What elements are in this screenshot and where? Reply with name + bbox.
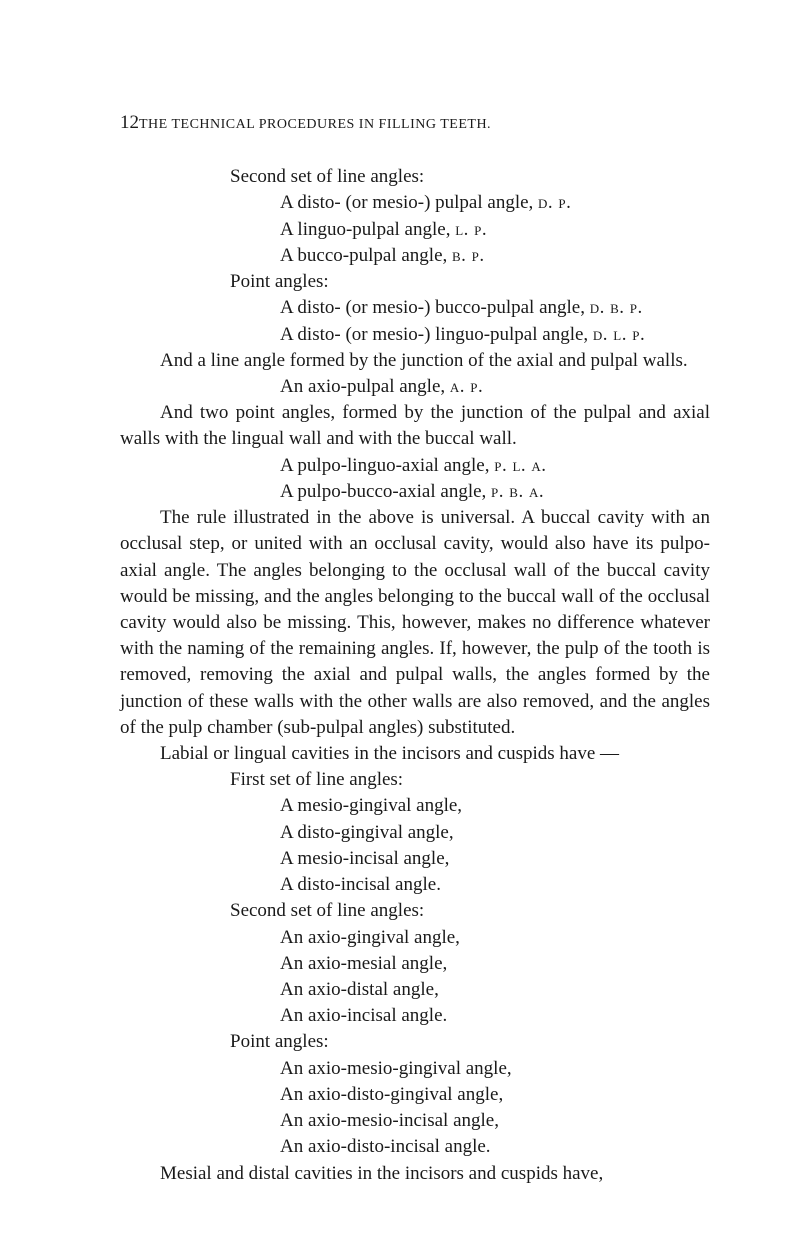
line: An axio-mesio-gingival angle, [280,1056,710,1082]
line: Second set of line angles: [230,164,710,190]
line: An axio-gingival angle, [280,925,710,951]
abbrev: b. p. [452,245,485,266]
line: A pulpo-bucco-axial angle, p. b. a. [280,479,710,505]
running-title: THE TECHNICAL PROCEDURES IN FILLING TEET… [139,115,491,134]
line: A mesio-incisal angle, [280,846,710,872]
page: 12 THE TECHNICAL PROCEDURES IN FILLING T… [0,0,800,1247]
paragraph: Mesial and distal cavities in the inciso… [120,1161,710,1187]
line: An axio-mesial angle, [280,951,710,977]
text: A linguo-pulpal angle, [280,219,455,240]
line: A mesio-gingival angle, [280,793,710,819]
line: First set of line angles: [230,767,710,793]
abbrev: d. b. p. [590,297,643,318]
abbrev: l. p. [455,219,487,240]
line: A pulpo-linguo-axial angle, p. l. a. [280,453,710,479]
text: A pulpo-bucco-axial angle, [280,481,491,502]
paragraph: And two point angles, formed by the junc… [120,400,710,452]
text: A disto- (or mesio-) linguo-pulpal angle… [280,324,593,345]
paragraph: And a line angle formed by the junction … [120,348,710,374]
line: An axio-pulpal angle, a. p. [280,374,710,400]
paragraph: The rule illustrated in the above is uni… [120,505,710,741]
abbrev: p. b. a. [491,481,544,502]
line: A disto- (or mesio-) pulpal angle, d. p. [280,190,710,216]
line: A bucco-pulpal angle, b. p. [280,243,710,269]
page-header: 12 THE TECHNICAL PROCEDURES IN FILLING T… [120,110,710,136]
line: An axio-distal angle, [280,977,710,1003]
text: A pulpo-linguo-axial angle, [280,455,494,476]
page-number: 12 [120,110,139,136]
abbrev: p. l. a. [494,455,546,476]
paragraph: Labial or lingual cavities in the inciso… [120,741,710,767]
line: An axio-mesio-incisal angle, [280,1108,710,1134]
line: An axio-disto-gingival angle, [280,1082,710,1108]
abbrev: d. l. p. [593,324,645,345]
line: A disto- (or mesio-) linguo-pulpal angle… [280,322,710,348]
line: A disto-gingival angle, [280,820,710,846]
line: Point angles: [230,269,710,295]
line: Second set of line angles: [230,898,710,924]
abbrev: d. p. [538,192,571,213]
text: A bucco-pulpal angle, [280,245,452,266]
line: Point angles: [230,1029,710,1055]
text: An axio-pulpal angle, [280,376,450,397]
line: A disto-incisal angle. [280,872,710,898]
text: A disto- (or mesio-) pulpal angle, [280,192,538,213]
line: A linguo-pulpal angle, l. p. [280,217,710,243]
abbrev: a. p. [450,376,483,397]
line: An axio-disto-incisal angle. [280,1134,710,1160]
text: A disto- (or mesio-) bucco-pulpal angle, [280,297,590,318]
line: An axio-incisal angle. [280,1003,710,1029]
line: A disto- (or mesio-) bucco-pulpal angle,… [280,295,710,321]
